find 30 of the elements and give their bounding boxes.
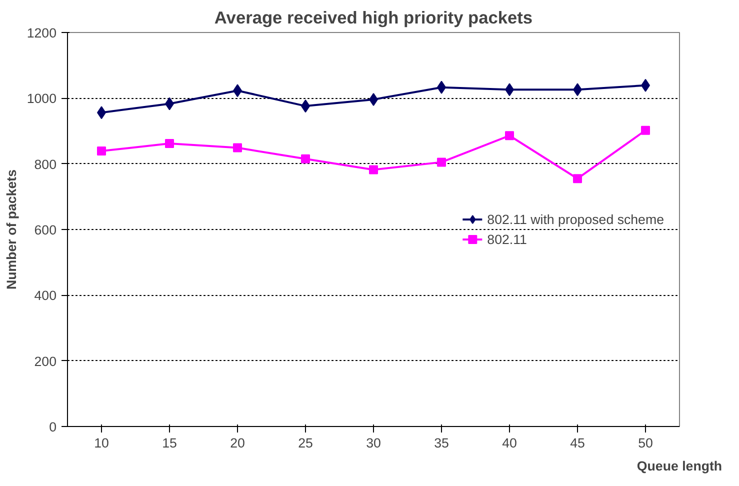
x-tick-label: 45	[570, 436, 585, 450]
point	[97, 146, 106, 156]
point	[573, 174, 582, 184]
legend-label: 802.11 with proposed scheme	[487, 212, 664, 226]
point	[505, 131, 514, 140]
y-tick-label: 800	[34, 156, 57, 172]
y-tick-label: 400	[34, 288, 57, 304]
x-axis-title: Queue length	[636, 458, 722, 474]
y-tick-label: 600	[34, 222, 57, 238]
x-tick-label: 10	[94, 436, 109, 450]
x-tick-label: 20	[230, 436, 245, 450]
y-tick-label: 0	[49, 420, 57, 434]
x-tick-label: 50	[638, 436, 653, 450]
x-tick-label: 30	[366, 436, 381, 450]
legend-label: 802.11	[487, 232, 527, 246]
point	[165, 138, 174, 148]
point	[301, 154, 310, 164]
x-tick-label: 40	[502, 436, 517, 450]
point	[369, 165, 378, 174]
x-tick-label: 35	[434, 436, 449, 450]
y-tick-label: 1200	[26, 26, 57, 40]
y-tick-label: 1000	[26, 91, 57, 106]
y-tick-label: 200	[34, 354, 57, 369]
point	[641, 126, 650, 135]
chart-title: Average received high priority packets	[214, 8, 533, 28]
y-axis-title: Number of packets	[4, 169, 19, 290]
x-tick-label: 15	[162, 436, 177, 450]
point	[233, 143, 242, 152]
x-tick-label: 25	[298, 436, 313, 450]
point	[437, 158, 446, 167]
